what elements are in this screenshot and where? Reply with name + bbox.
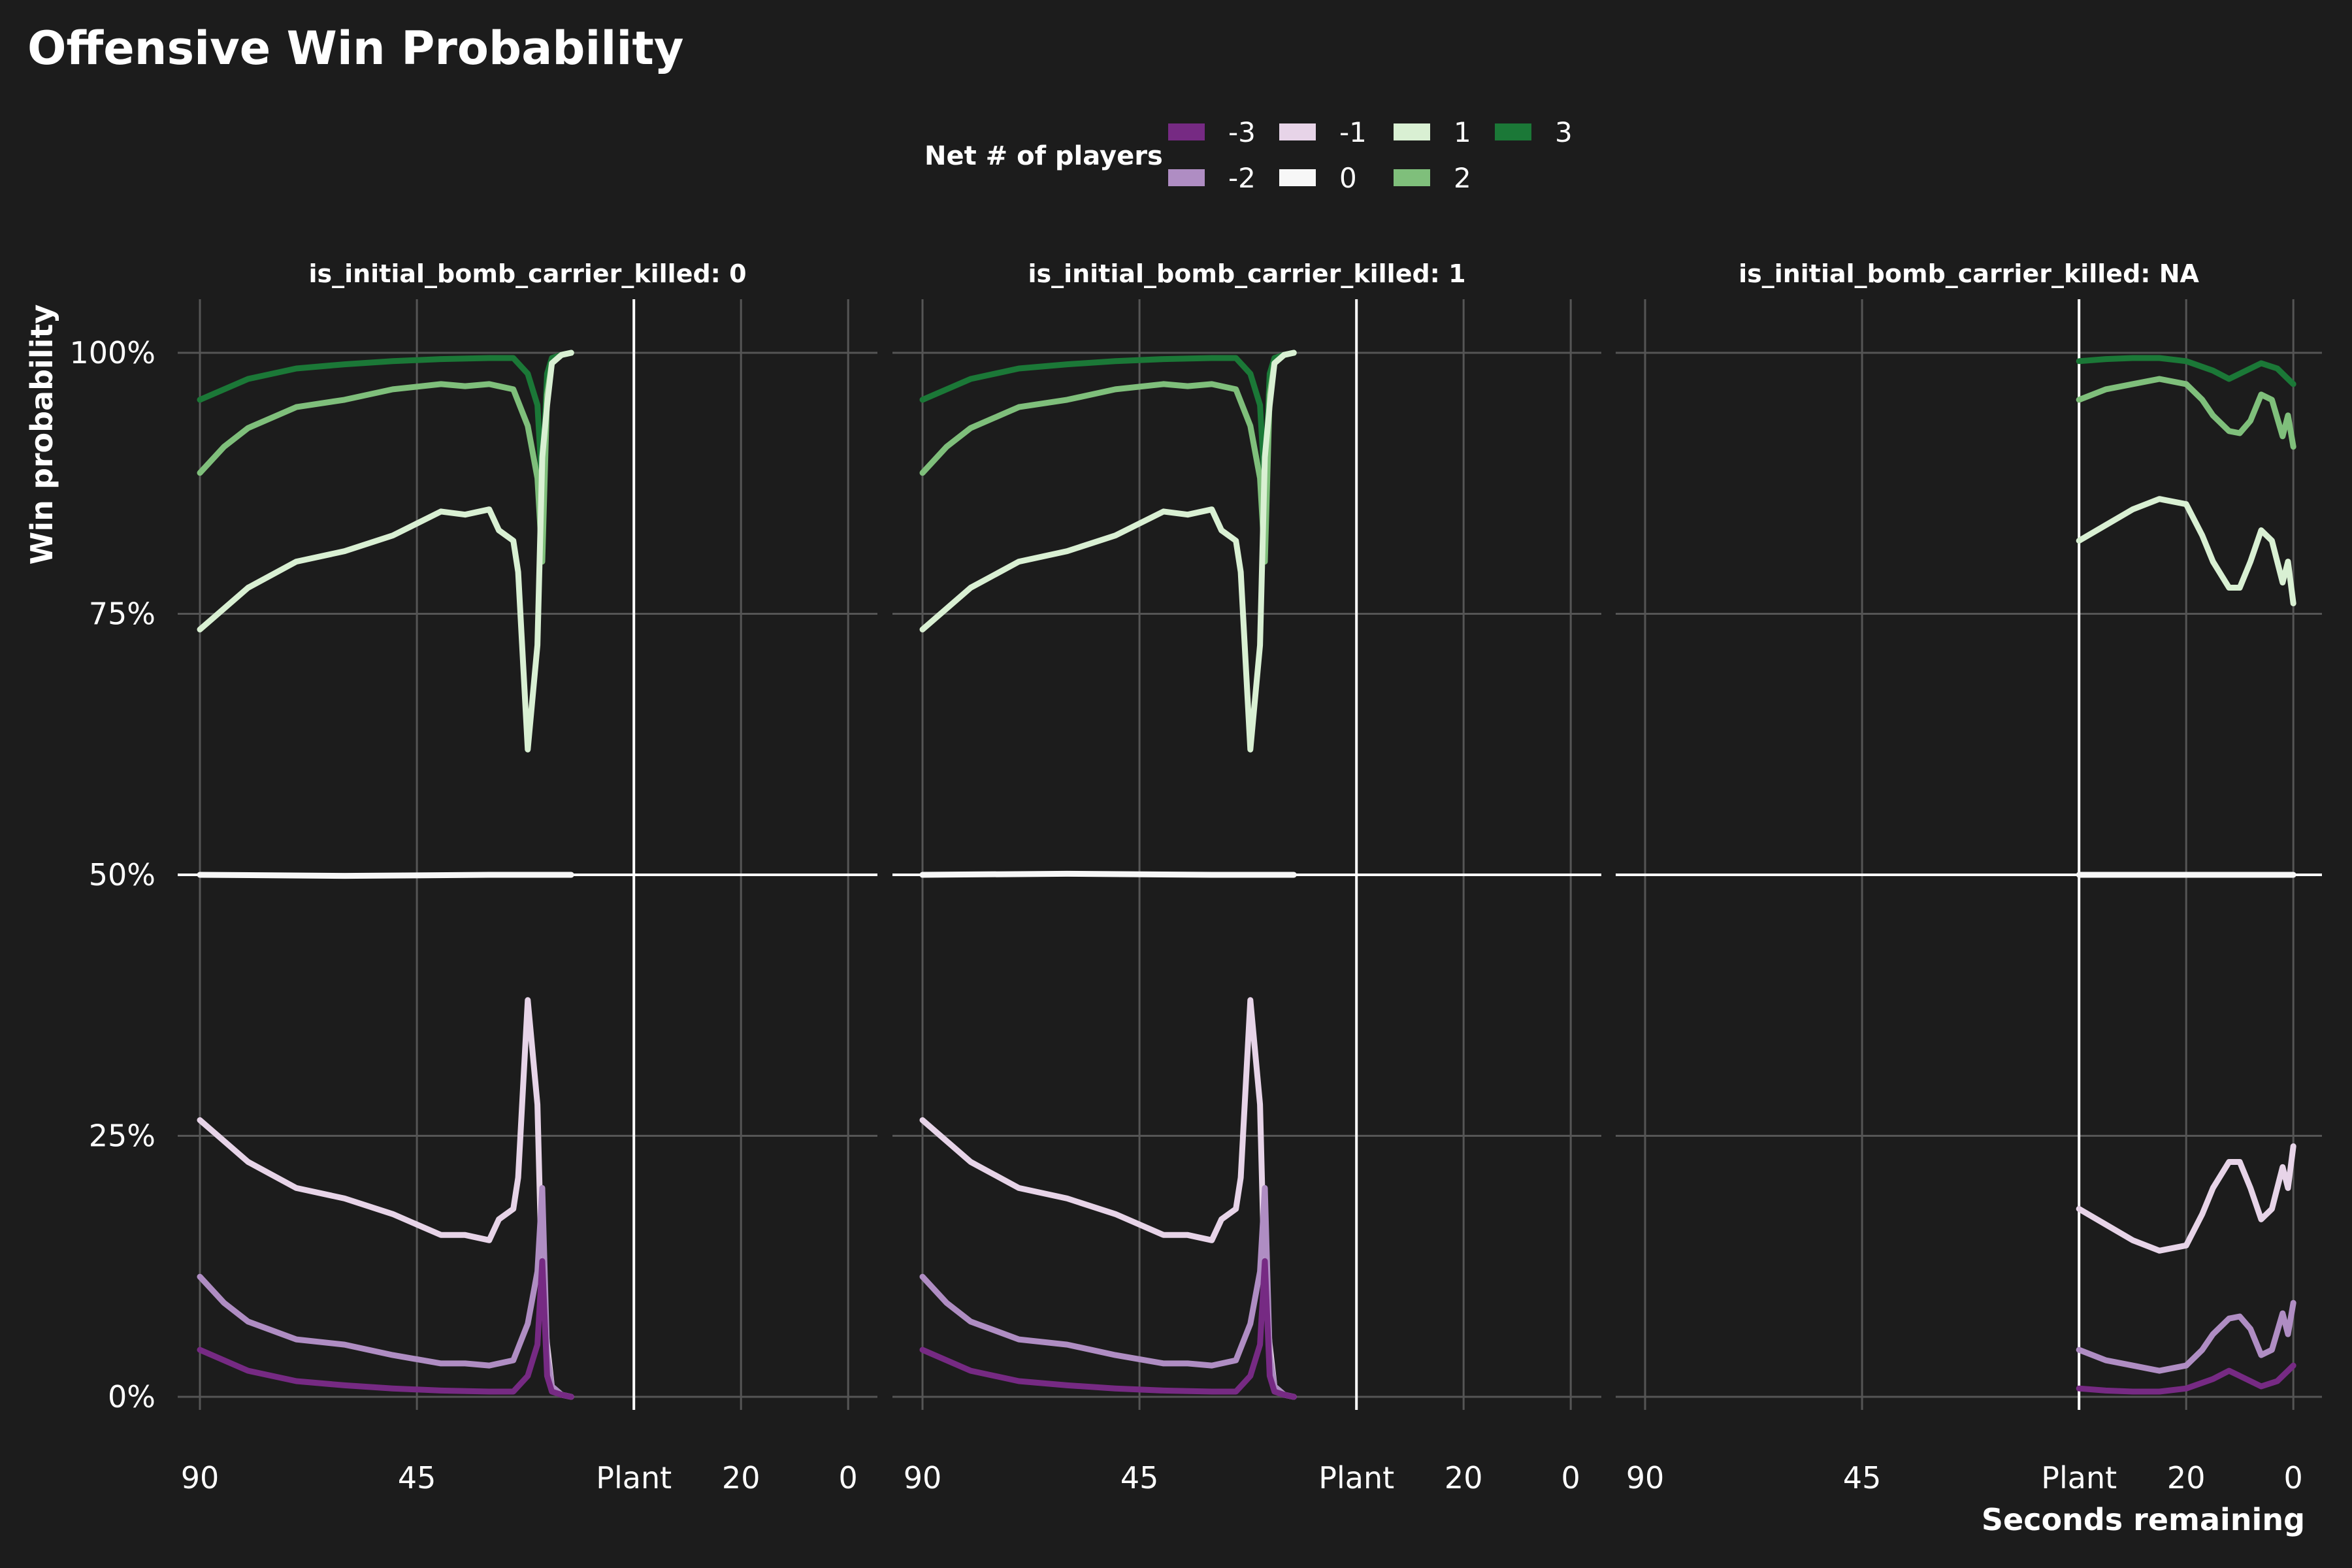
series-line--3 bbox=[923, 1261, 1294, 1397]
legend-key--3 bbox=[1168, 123, 1205, 140]
y-tick-label: 75% bbox=[89, 596, 155, 632]
strip-label-0: is_initial_bomb_carrier_killed: 0 bbox=[308, 259, 746, 288]
panel-0: is_initial_bomb_carrier_killed: 0 90 45 Pla… bbox=[178, 259, 877, 1495]
y-tick-label: 100% bbox=[69, 335, 155, 370]
x-tick-label: 20 bbox=[722, 1460, 760, 1495]
legend-key-0 bbox=[1279, 169, 1316, 186]
legend-title: Net # of players bbox=[924, 141, 1163, 171]
series-line-2 bbox=[200, 353, 571, 562]
legend-label-0: 0 bbox=[1339, 162, 1357, 194]
legend-label-3: 3 bbox=[1555, 116, 1573, 148]
y-tick-label: 25% bbox=[89, 1119, 155, 1154]
y-tick-label: 0% bbox=[108, 1379, 155, 1414]
x-tick-label: Plant bbox=[2041, 1460, 2117, 1495]
series-line-0 bbox=[200, 875, 571, 876]
y-tick-label: 50% bbox=[89, 857, 155, 892]
legend-key-3 bbox=[1495, 123, 1531, 140]
y-axis-title: Win probability bbox=[24, 304, 59, 565]
strip-label-1: is_initial_bomb_carrier_killed: 1 bbox=[1028, 259, 1465, 288]
x-tick-label: 20 bbox=[2167, 1460, 2206, 1495]
legend-label-1: 1 bbox=[1454, 116, 1471, 148]
series-line-2 bbox=[923, 353, 1294, 562]
x-tick-label: 45 bbox=[1120, 1460, 1159, 1495]
x-tick-label: 90 bbox=[904, 1460, 942, 1495]
x-tick-label: 45 bbox=[398, 1460, 436, 1495]
panel-2: is_initial_bomb_carrier_killed: NA 90 45 Pl… bbox=[1616, 259, 2322, 1495]
chart-title: Offensive Win Probability bbox=[27, 22, 684, 75]
x-tick-label: 90 bbox=[181, 1460, 220, 1495]
x-tick-label: 0 bbox=[2284, 1460, 2303, 1495]
series-line--2 bbox=[923, 1188, 1294, 1397]
x-tick-label: 0 bbox=[839, 1460, 858, 1495]
x-tick-label: 20 bbox=[1445, 1460, 1483, 1495]
x-tick-label: Plant bbox=[1318, 1460, 1394, 1495]
legend: Net # of players -3 -2 -1 0 1 2 3 bbox=[924, 116, 1573, 194]
strip-label-2: is_initial_bomb_carrier_killed: NA bbox=[1739, 259, 2199, 288]
legend-key-1 bbox=[1394, 123, 1430, 140]
legend-key--2 bbox=[1168, 169, 1205, 186]
series-line-1 bbox=[923, 353, 1294, 749]
series-line-3 bbox=[200, 353, 571, 489]
legend-key--1 bbox=[1279, 123, 1316, 140]
series-line-0 bbox=[923, 874, 1294, 875]
series-line-1 bbox=[200, 353, 571, 749]
x-tick-label: Plant bbox=[596, 1460, 672, 1495]
x-tick-label: 0 bbox=[1561, 1460, 1580, 1495]
series-line--2 bbox=[200, 1188, 571, 1397]
series-line-3 bbox=[923, 353, 1294, 489]
legend-label--3: -3 bbox=[1228, 116, 1256, 148]
legend-key-2 bbox=[1394, 169, 1430, 186]
legend-label--1: -1 bbox=[1339, 116, 1367, 148]
legend-label--2: -2 bbox=[1228, 162, 1256, 194]
x-axis-title: Seconds remaining bbox=[1982, 1502, 2305, 1537]
x-tick-label: 45 bbox=[1843, 1460, 1882, 1495]
series-line--3 bbox=[200, 1261, 571, 1397]
panel-1: is_initial_bomb_carrier_killed: 1 90 45 Pla… bbox=[892, 259, 1601, 1495]
series-line--1 bbox=[923, 1000, 1294, 1397]
legend-label-2: 2 bbox=[1454, 162, 1471, 194]
panels: is_initial_bomb_carrier_killed: 0 90 45 Pla… bbox=[69, 259, 2322, 1495]
x-tick-label: 90 bbox=[1626, 1460, 1665, 1495]
series-line--1 bbox=[200, 1000, 571, 1397]
